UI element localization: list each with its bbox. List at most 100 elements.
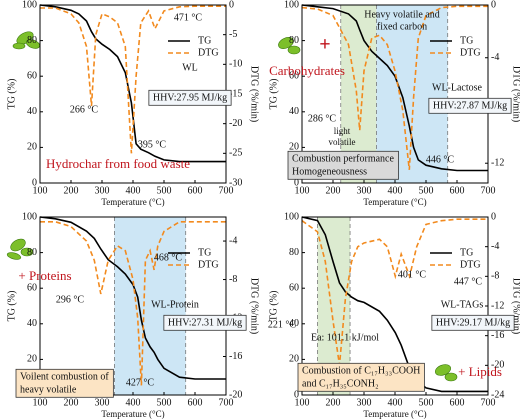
x-axis-title: Temperature (°C) [363,409,426,419]
plot-frame [39,216,227,396]
annotation: Homogeneousness [292,166,367,177]
legend-label: TG [460,247,473,258]
annotation: HHV:27.87 MJ/kg [433,100,507,111]
y-tick-label: 80 [289,35,299,46]
y2-axis-title: DTG (%/min) [249,278,260,334]
x-tick-label: 300 [95,185,110,196]
y-tick-label: 60 [289,282,299,293]
annotation: 468 °C [154,252,182,263]
x-axis-title: Temperature (°C) [101,197,164,207]
y2-tick-label: -24 [491,389,504,400]
x-tick-label: 200 [64,397,79,408]
annotation: light [334,126,351,136]
y2-tick-label: -30 [229,177,242,188]
x-tick-label: 600 [188,185,203,196]
annotation: 427 °C [126,377,154,388]
legend-label: DTG [460,47,481,58]
annotation: + Lipids [458,364,502,379]
annotation: Hydrochar from food waste [46,156,190,171]
annotation: 296 °C [56,294,84,305]
annotation: 471 °C [174,12,202,23]
x-tick-label: 300 [357,397,372,408]
annotation: WL-Protein [151,299,199,310]
y-tick-label: 20 [289,142,299,153]
y-tick-label: 40 [27,106,37,117]
annotation: + Proteins [18,268,71,283]
y2-tick-label: -20 [491,360,504,371]
y-tick-label: 60 [27,70,37,81]
x-tick-label: 700 [481,185,496,196]
y2-tick-label: -4 [229,235,237,246]
annotation-box [15,368,114,398]
annotation: Combustion performance [292,153,394,164]
x-tick-label: 400 [126,185,141,196]
y2-tick-label: -15 [229,88,242,99]
tg-line [301,216,488,393]
annotation: fixed carbon [377,21,427,32]
annotation: Combustion of C₁₇H₃₃COOH [302,365,420,376]
dtg-line [40,221,226,386]
x-tick-label: 600 [188,397,203,408]
y-tick-label: 0 [32,177,37,188]
annotation-box [148,89,232,106]
x-tick-label: 500 [157,397,172,408]
x-tick-label: 700 [481,397,496,408]
annotation: heavy volatile [20,384,77,395]
legend-label: TG [198,35,211,46]
legend-label: TG [198,247,211,258]
x-tick-label: 200 [326,185,341,196]
annotation: Heavy volatile and [364,9,440,20]
y2-tick-label: -5 [229,29,237,40]
annotation: 401 °C [398,269,426,280]
annotation: and C₁₇H₃₅CONH₂ [302,378,379,389]
x-tick-label: 100 [33,185,48,196]
y-tick-label: 0 [294,389,299,400]
x-tick-label: 300 [95,397,110,408]
x-tick-label: 500 [419,397,434,408]
y2-tick-label: -4 [491,52,499,63]
y-tick-label: 60 [289,70,299,81]
annotation: volatile [329,137,356,147]
annotation: HHV:27.95 MJ/kg [153,92,227,103]
legend-label: DTG [198,47,219,58]
panel: 100200300400500600700020406080100-4-8-12… [6,211,259,419]
x-tick-label: 200 [64,185,79,196]
plot-frame [301,216,489,396]
annotation: Ea: 101.1 kJ/mol [311,332,379,343]
y2-tick-label: -25 [229,148,242,159]
y-tick-label: 40 [289,318,299,329]
x-tick-label: 600 [450,185,465,196]
annotation: 286 °C [308,113,336,124]
y-tick-label: 80 [289,247,299,258]
y2-tick-label: -8 [229,274,237,285]
annotation: 395 °C [138,139,166,150]
y2-tick-label: -10 [229,59,242,70]
x-tick-label: 500 [419,185,434,196]
annotation: Voilent combustion of [20,371,109,382]
annotation: 266 °C [70,104,98,115]
annotation-box [431,314,515,331]
annotation-box [163,314,247,331]
y2-tick-label: -20 [229,389,242,400]
x-tick-label: 500 [157,185,172,196]
annotation: + [319,34,330,56]
annotation: 446 °C [426,154,454,165]
y-axis-title: TG (%) [268,291,279,322]
annotation: HHV:27.31 MJ/kg [168,317,242,328]
x-tick-label: 700 [219,397,234,408]
x-tick-label: 200 [326,397,341,408]
x-axis-title: Temperature (°C) [101,409,164,419]
y-tick-label: 100 [284,211,299,222]
y-tick-label: 0 [294,177,299,188]
food-icon [278,37,301,55]
y2-tick-label: 0 [229,0,234,10]
annotation: HHV:29.17 MJ/kg [436,317,510,328]
x-tick-label: 100 [33,397,48,408]
y2-tick-label: -8 [491,271,499,282]
y-tick-label: 80 [27,247,37,258]
y-tick-label: 40 [289,106,299,117]
annotation: Carbohydrates [269,63,345,78]
x-tick-label: 700 [219,185,234,196]
x-tick-label: 600 [450,397,465,408]
